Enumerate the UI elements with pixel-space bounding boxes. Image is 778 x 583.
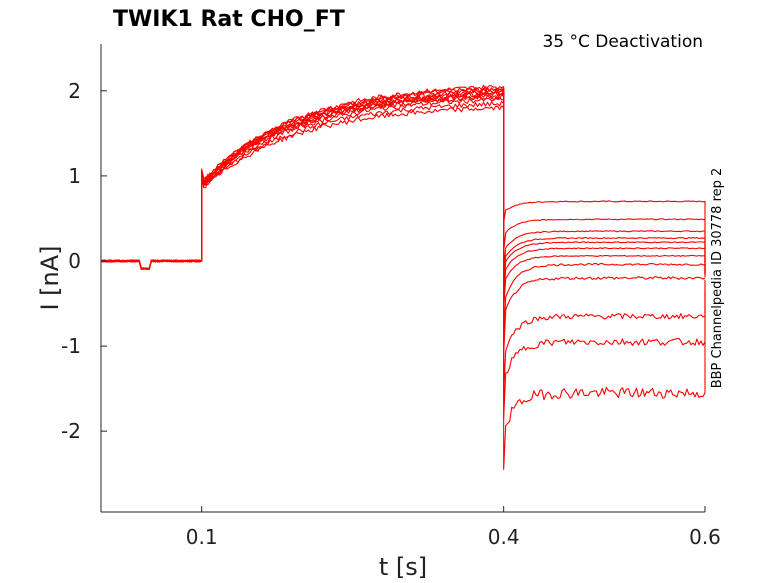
trace-line-4 — [100, 93, 706, 282]
x-tick-label: 0.1 — [186, 525, 218, 549]
trace-line-9 — [100, 90, 706, 356]
x-axis-label: t [s] — [379, 553, 427, 581]
y-tick-label: -2 — [61, 419, 81, 443]
y-ticks-group: 2 1 0 -1 -2 — [61, 79, 107, 443]
trace-line-3 — [100, 88, 706, 273]
y-tick-label: 1 — [68, 164, 81, 188]
trace-line-8 — [100, 100, 706, 342]
x-tick-label: 0.6 — [689, 525, 721, 549]
x-tick-label: 0.4 — [488, 525, 520, 549]
trace-line-5 — [100, 91, 706, 289]
y-tick-label: 2 — [68, 79, 81, 103]
side-label: BBP Channelpedia ID 30778 rep 2 — [710, 168, 725, 389]
y-tick-label: -1 — [61, 334, 81, 358]
chart-subtitle: 35 °C Deactivation — [542, 32, 703, 52]
y-tick-label: 0 — [68, 249, 81, 273]
chart-title: TWIK1 Rat CHO_FT — [113, 7, 345, 32]
trace-line-7 — [100, 96, 706, 311]
trace-line-10 — [100, 87, 706, 394]
trace-line-12 — [100, 105, 706, 470]
y-axis-label: I [nA] — [36, 245, 64, 310]
traces-group — [100, 84, 706, 470]
x-ticks-group: 0.1 0.4 0.6 — [186, 506, 721, 549]
trace-line-11 — [100, 93, 706, 419]
trace-line-2 — [100, 89, 706, 275]
trace-line-6 — [100, 84, 706, 299]
